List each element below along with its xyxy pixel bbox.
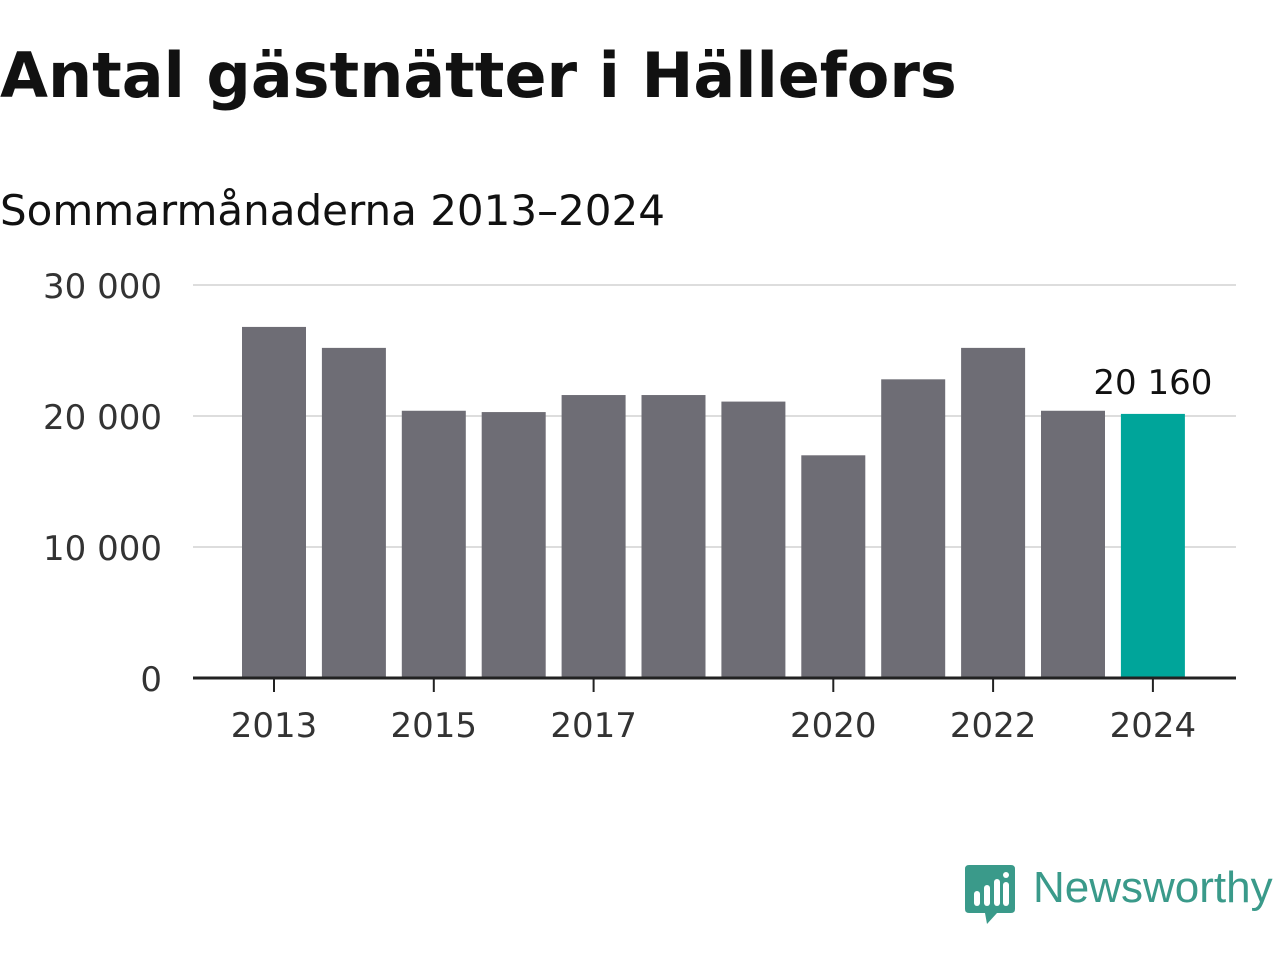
chart-title: Antal gästnätter i Hällefors [0,39,957,112]
y-tick-label: 30 000 [43,267,162,307]
x-axis-labels: 2013 2015 2017 2020 2022 2024 [231,706,1196,746]
bar-2023 [1041,410,1105,678]
bar-2014 [321,347,386,678]
chart-subtitle: Sommarmånaderna 2013–2024 [0,186,665,235]
x-tick-label: 2015 [391,706,478,746]
x-axis [193,676,1236,692]
bar-2024 [1120,413,1185,678]
data-label: 20 160 [1093,363,1212,403]
x-tick-label: 2024 [1110,706,1197,746]
bar-2021 [881,379,946,678]
y-tick-label: 10 000 [43,529,162,569]
brand-name: Newsworthy [1033,863,1273,912]
newsworthy-logo-icon [965,865,1015,929]
x-tick-label: 2017 [550,706,637,746]
y-tick-label: 0 [140,660,162,700]
bar-2015 [401,410,466,678]
data-labels: 20 160 [1093,363,1212,403]
brand-logo: Newsworthy [965,865,1273,925]
x-tick-label: 2020 [790,706,877,746]
bar-2022 [961,347,1026,678]
bar-2020 [801,455,866,678]
y-axis-labels: 0 10 000 20 000 30 000 [43,267,162,700]
bar-2018 [641,395,706,678]
bar-2016 [481,412,546,678]
bars [242,326,1185,678]
bar-2017 [561,395,626,678]
x-tick-label: 2013 [231,706,318,746]
x-tick-label: 2022 [950,706,1037,746]
bar-2019 [721,401,786,678]
bar-2013 [242,326,306,678]
y-tick-label: 20 000 [43,398,162,438]
